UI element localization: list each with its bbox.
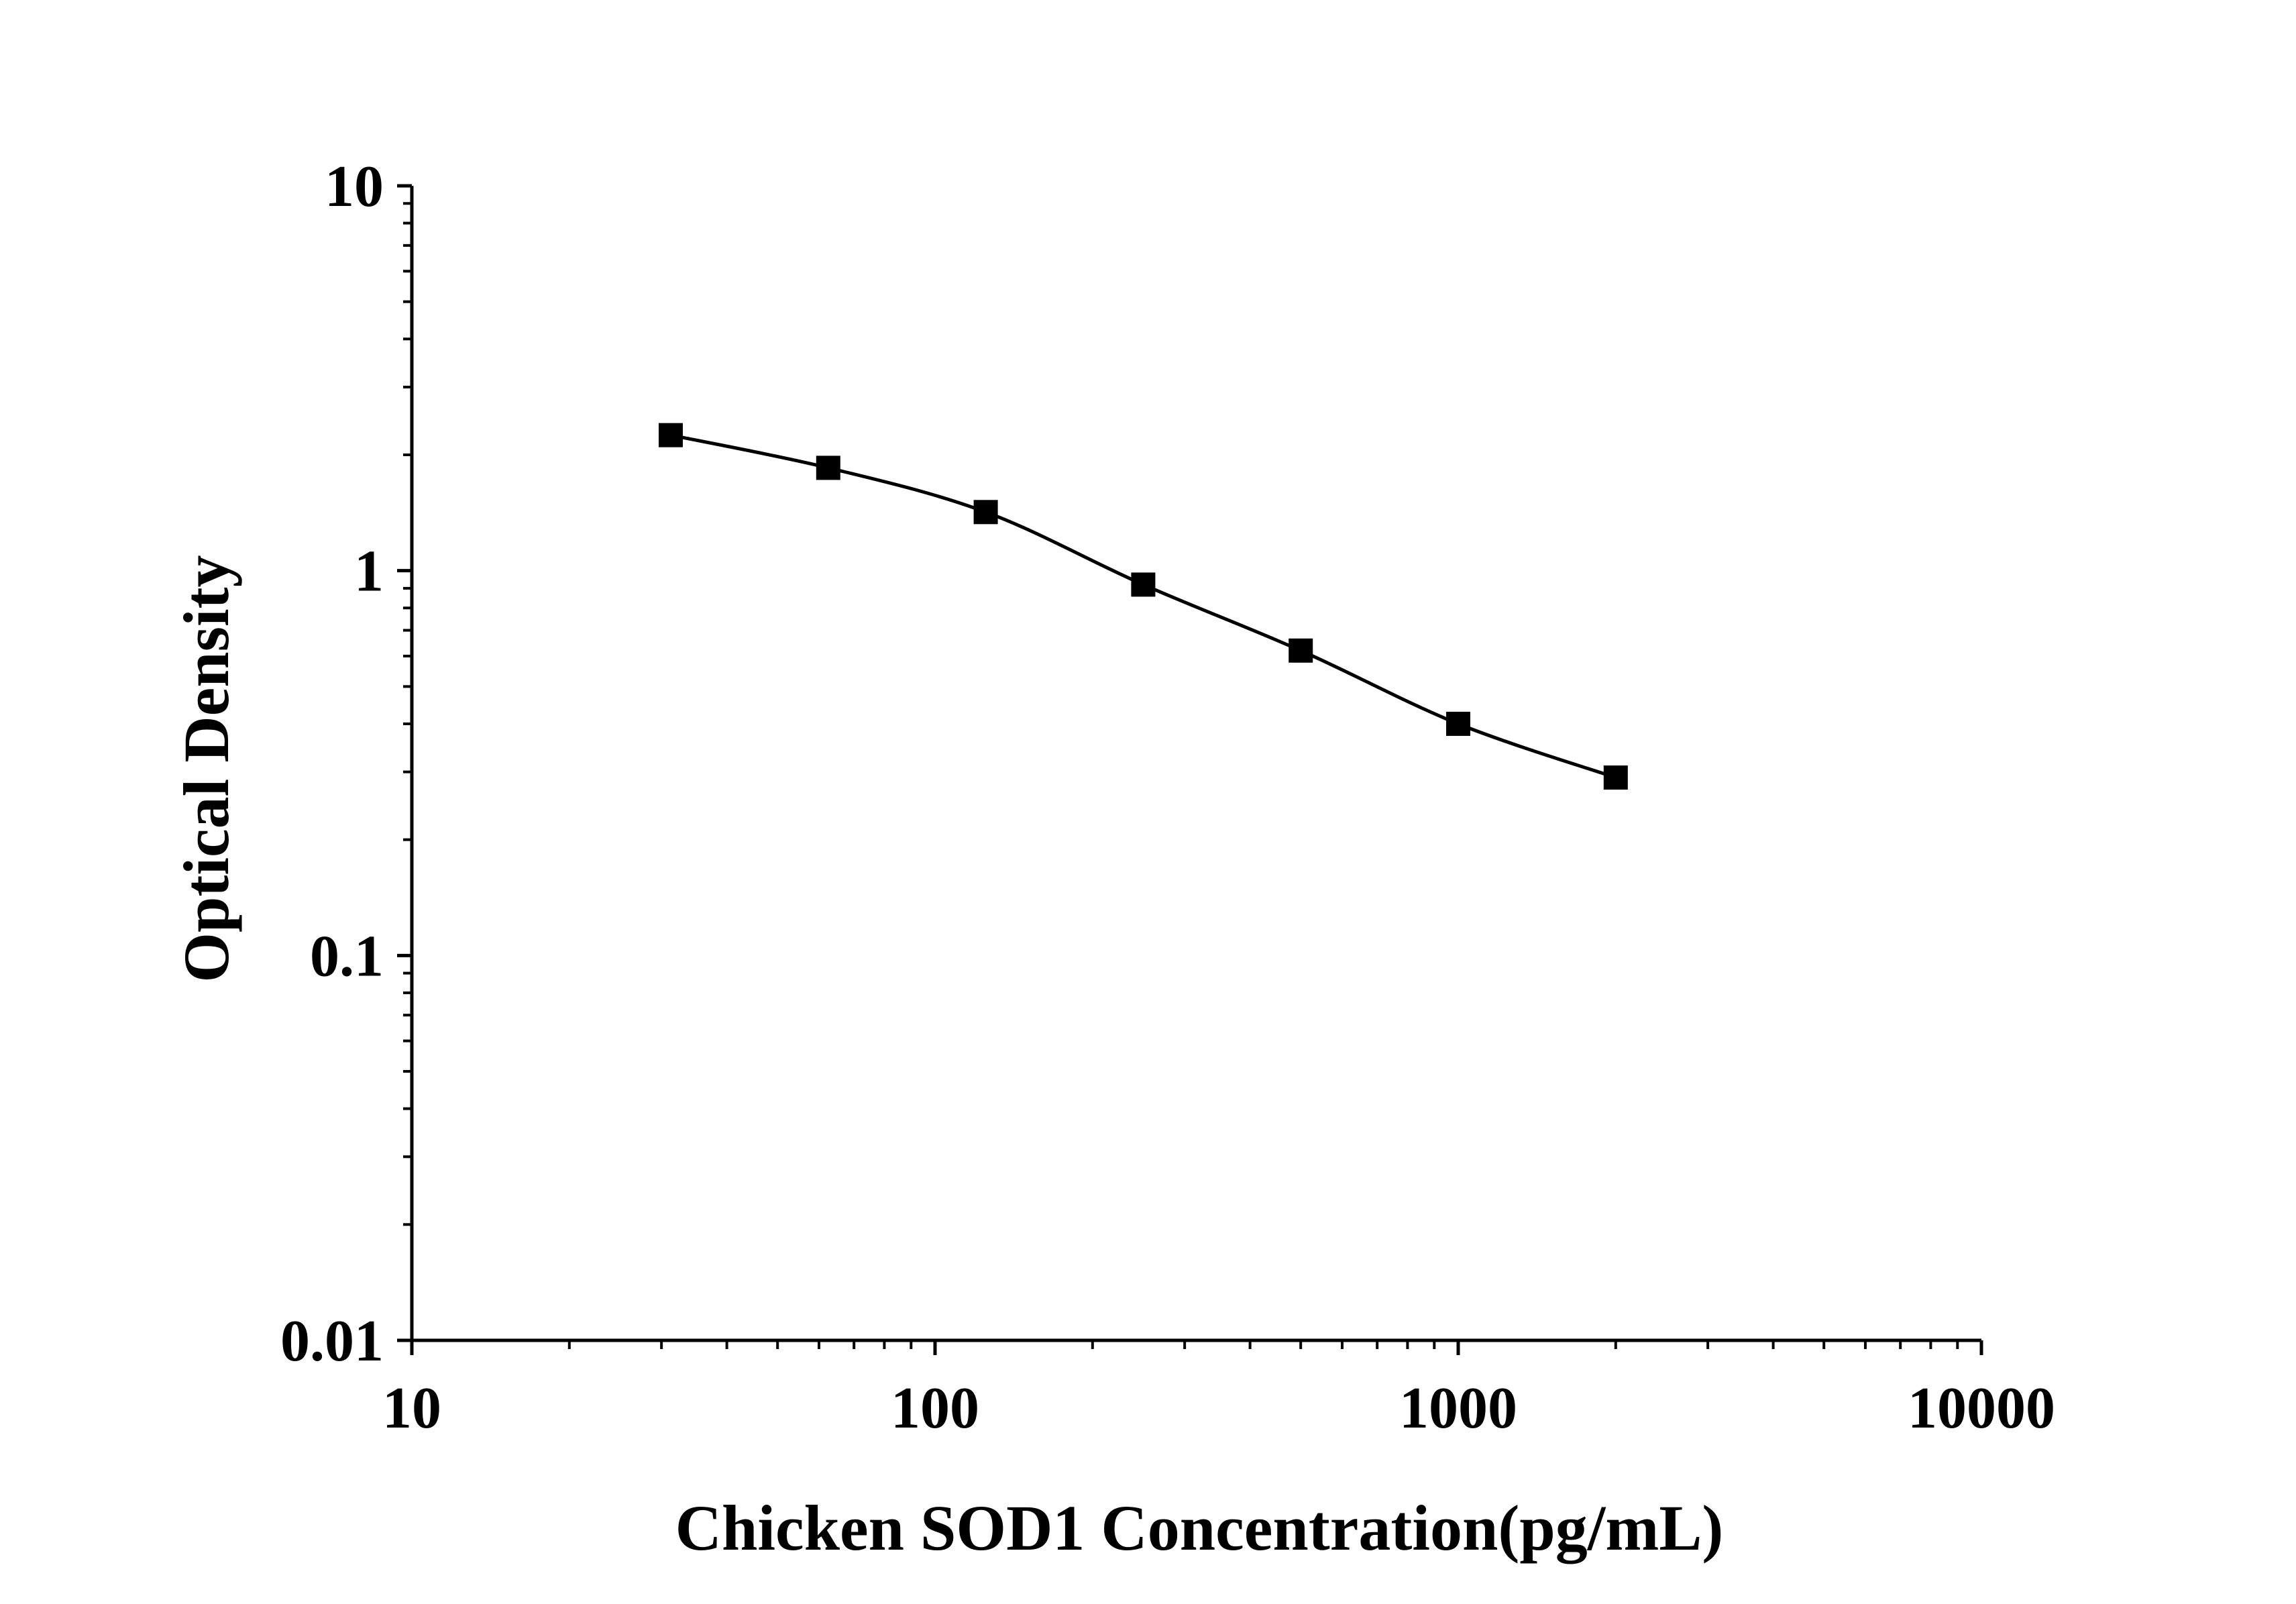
y-tick-label: 0.1 (310, 924, 384, 989)
x-tick-label: 10000 (1908, 1376, 2055, 1441)
series-group (658, 423, 1628, 790)
y-tick-label: 1 (354, 539, 384, 604)
y-tick-label: 10 (325, 154, 384, 219)
x-axis: 10 100 1000 10000 (382, 1338, 2055, 1441)
series-line (670, 433, 1617, 780)
data-point (658, 423, 683, 447)
y-axis-title: Optical Density (170, 555, 242, 982)
y-tick-label: 0.01 (280, 1309, 384, 1374)
data-point (1131, 572, 1156, 597)
data-point (973, 500, 998, 525)
x-tick-label: 10 (382, 1376, 441, 1441)
x-tick-label: 1000 (1399, 1376, 1517, 1441)
x-tick-label: 100 (891, 1376, 979, 1441)
data-point (1446, 711, 1470, 736)
data-point (1603, 765, 1628, 790)
data-point (1289, 638, 1313, 663)
data-point (816, 456, 840, 480)
x-axis-title: Chicken SOD1 Concentration(pg/mL) (675, 1492, 1724, 1564)
y-axis: 0.01 0.1 1 10 (280, 154, 414, 1374)
